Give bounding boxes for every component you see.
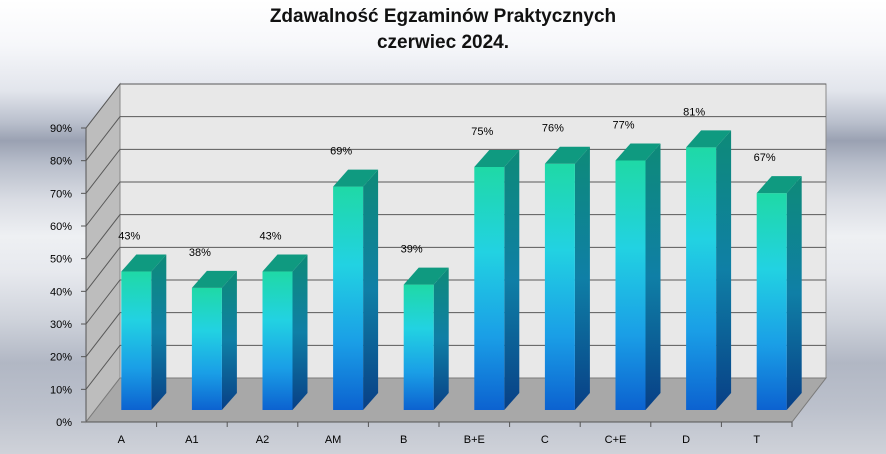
- y-tick-label: 50%: [50, 254, 72, 266]
- x-tick-label-B+E: B+E: [464, 434, 485, 446]
- y-tick-label: 70%: [50, 188, 72, 200]
- gridline: [85, 83, 826, 129]
- gridline: [85, 148, 826, 194]
- gridline: [85, 246, 826, 292]
- bar-side-face: [433, 267, 449, 410]
- data-label-A1: 38%: [189, 247, 211, 259]
- y-tick-label: 40%: [50, 286, 72, 298]
- bar-top-face: [756, 176, 802, 194]
- gridline: [85, 214, 826, 259]
- bar-top-face: [403, 267, 449, 285]
- bar-front-face: [403, 284, 434, 410]
- bar-top-face: [686, 130, 732, 148]
- bar-side-face: [786, 176, 802, 410]
- chart-subtitle: czerwiec 2024.: [376, 32, 510, 53]
- x-tick-label-AM: AM: [325, 434, 342, 446]
- gridline: [85, 116, 826, 161]
- data-label-C: 76%: [542, 123, 564, 135]
- x-tick-label-C+E: C+E: [605, 434, 627, 446]
- y-tick-label: 10%: [50, 384, 72, 396]
- data-label-D: 81%: [683, 106, 705, 118]
- bar-side-face: [716, 130, 732, 410]
- side-wall: [85, 82, 121, 424]
- bar-side-face: [292, 254, 308, 410]
- gridline: [85, 181, 826, 227]
- bar-side-face: [151, 254, 167, 410]
- bar-A2: [262, 254, 308, 410]
- bar-front-face: [756, 193, 787, 410]
- x-tick-label-T: T: [753, 434, 760, 446]
- data-label-A: 43%: [118, 231, 140, 243]
- y-tick-label: 80%: [50, 156, 72, 168]
- bar-front-face: [544, 163, 575, 410]
- bar-C: [544, 146, 590, 410]
- bar-side-face: [221, 270, 237, 410]
- bar-T: [756, 176, 802, 410]
- x-tick-label-C: C: [541, 434, 549, 446]
- bar-top-face: [333, 169, 379, 187]
- bar-front-face: [474, 167, 505, 410]
- bar-A1: [191, 270, 237, 410]
- x-tick-label-B: B: [400, 434, 407, 446]
- bar-top-face: [121, 254, 167, 272]
- bar-side-face: [645, 143, 661, 410]
- bar-front-face: [333, 186, 364, 410]
- bar-top-face: [615, 143, 661, 161]
- bar-B+E: [474, 150, 520, 410]
- gridline: [85, 279, 826, 325]
- y-tick-label: 90%: [50, 123, 72, 135]
- x-tick-label-A1: A1: [185, 434, 198, 446]
- bar-side-face: [574, 146, 590, 410]
- chart-title-block: Zdawalność Egzaminów Praktycznych czerwi…: [0, 4, 886, 56]
- bar-side-face: [363, 169, 379, 410]
- bar-front-face: [686, 147, 717, 410]
- bar-B: [403, 267, 449, 410]
- bar-front-face: [191, 287, 222, 410]
- bar-top-face: [191, 270, 237, 288]
- bar-top-face: [262, 254, 308, 272]
- y-tick-label: 30%: [50, 319, 72, 331]
- gridline: [85, 312, 826, 357]
- gridline: [85, 344, 826, 390]
- bar-top-face: [474, 150, 520, 167]
- data-label-B: 39%: [401, 244, 423, 256]
- bar-A: [121, 254, 167, 410]
- data-label-T: 67%: [754, 152, 776, 164]
- bar-front-face: [121, 271, 152, 410]
- y-tick-label: 0%: [56, 417, 72, 429]
- chart-title: Zdawalność Egzaminów Praktycznych: [269, 6, 617, 27]
- bar-side-face: [504, 150, 520, 410]
- bar-C+E: [615, 143, 661, 410]
- bar-AM: [333, 169, 379, 410]
- data-label-AM: 69%: [330, 146, 352, 158]
- x-tick-label-D: D: [682, 434, 690, 446]
- data-label-A2: 43%: [259, 231, 281, 243]
- bar-top-face: [544, 146, 590, 164]
- bar-front-face: [262, 271, 293, 410]
- y-tick-label: 20%: [50, 352, 72, 364]
- x-tick-label-A2: A2: [256, 434, 269, 446]
- bar-D: [686, 130, 732, 410]
- data-label-B+E: 75%: [471, 126, 493, 138]
- bar-front-face: [615, 160, 646, 410]
- data-label-C+E: 77%: [612, 119, 634, 131]
- x-tick-label-A: A: [118, 434, 126, 446]
- y-tick-label: 60%: [50, 221, 72, 233]
